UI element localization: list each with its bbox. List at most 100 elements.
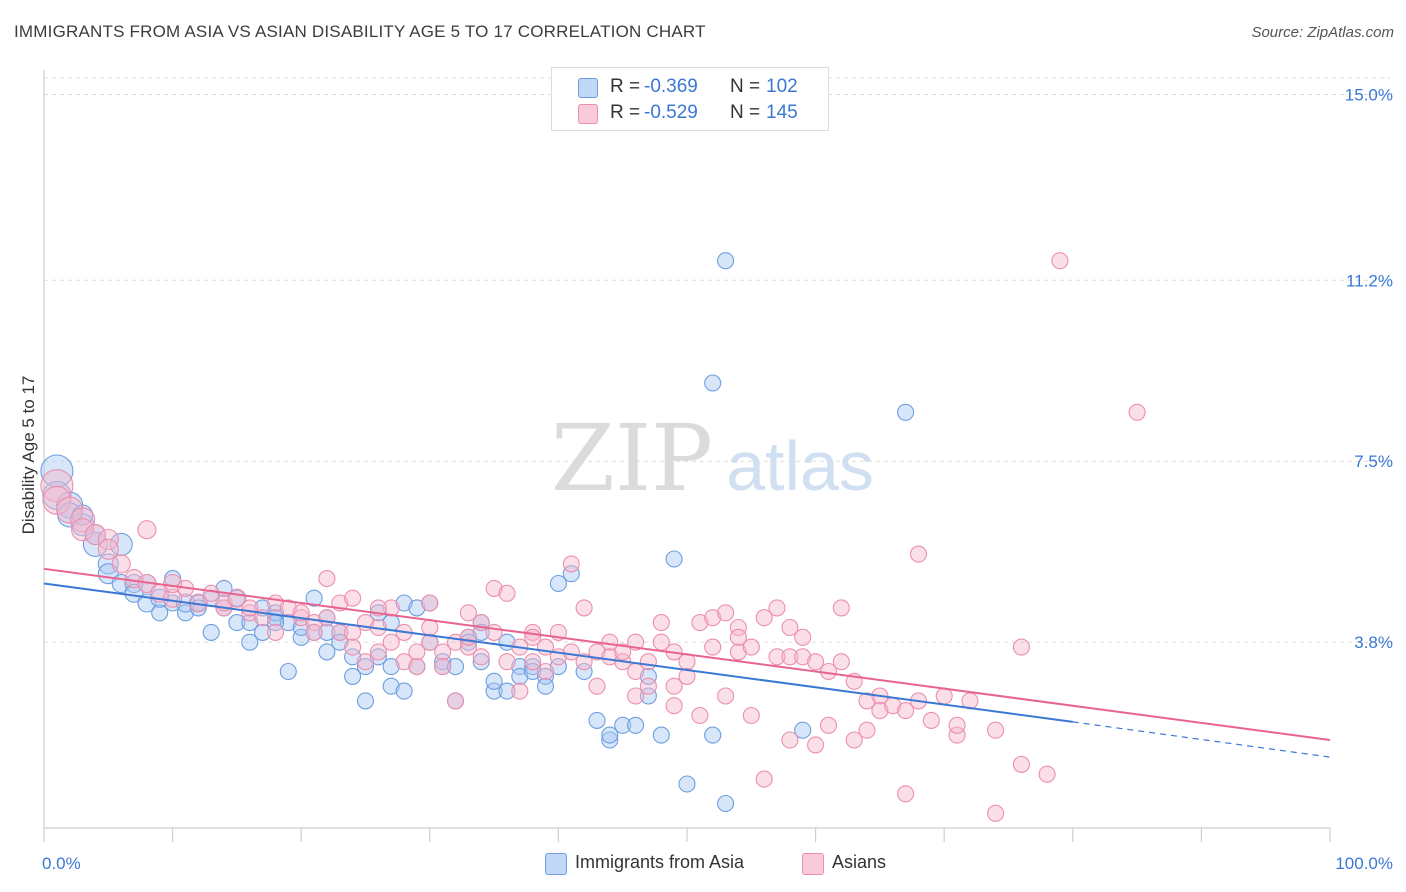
watermark-zip: ZIP	[551, 405, 713, 512]
point-asians-131	[1012, 755, 1030, 773]
point-immigrants-79	[549, 658, 567, 676]
point-asians-53	[459, 638, 477, 656]
point-asians-3	[70, 507, 96, 533]
point-asians-130	[1012, 638, 1030, 656]
point-asians-103	[781, 731, 799, 749]
legend-r-label: R =	[610, 76, 641, 97]
point-asians-60	[498, 584, 516, 602]
point-asians-54	[459, 628, 477, 646]
bottom-legend-label: Asians	[832, 852, 887, 872]
point-immigrants-62	[446, 658, 465, 676]
point-asians-135	[344, 589, 362, 607]
point-asians-7	[97, 538, 119, 560]
point-asians-121	[909, 545, 928, 563]
trend-lines	[43, 567, 1331, 758]
point-immigrants-16	[151, 604, 169, 622]
watermark-atlas: atlas	[726, 427, 874, 505]
point-immigrants-60	[434, 653, 452, 671]
point-asians-36	[344, 638, 362, 656]
point-asians-120	[897, 785, 915, 803]
point-immigrants-80	[562, 565, 580, 583]
point-asians-111	[832, 599, 850, 617]
point-asians-132	[1038, 765, 1056, 783]
point-immigrants-67	[472, 653, 490, 671]
point-asians-50	[434, 658, 452, 676]
point-asians-63	[524, 653, 542, 671]
point-immigrants-85	[614, 716, 632, 734]
point-immigrants-69	[485, 672, 503, 690]
point-asians-57	[485, 623, 503, 641]
point-asians-70	[562, 555, 580, 573]
point-immigrants-77	[536, 677, 555, 695]
axes	[43, 70, 1331, 842]
point-asians-4	[71, 518, 95, 542]
point-asians-89	[691, 614, 709, 632]
point-asians-59	[498, 653, 516, 671]
point-immigrants-81	[575, 662, 593, 681]
point-immigrants-25	[202, 623, 220, 641]
point-asians-144	[665, 677, 683, 695]
point-asians-11	[137, 520, 157, 540]
point-asians-93	[717, 687, 735, 705]
point-immigrants-78	[549, 574, 567, 593]
point-asians-96	[742, 638, 760, 656]
point-immigrants-39	[292, 618, 310, 637]
point-asians-73	[588, 677, 606, 695]
point-asians-87	[678, 667, 696, 685]
point-asians-133	[1051, 252, 1069, 270]
point-asians-106	[807, 653, 825, 671]
point-immigrants-49	[356, 658, 375, 676]
point-immigrants-99	[382, 658, 400, 676]
point-immigrants-45	[331, 633, 349, 651]
legend-n-value: 145	[766, 102, 798, 123]
point-immigrants-41	[305, 589, 323, 607]
point-asians-104	[794, 648, 812, 666]
point-immigrants-90	[665, 550, 683, 568]
point-immigrants-20	[176, 604, 195, 622]
point-immigrants-74	[524, 658, 542, 676]
point-immigrants-56	[408, 599, 426, 617]
point-immigrants-86	[627, 716, 645, 734]
point-asians-134	[1128, 403, 1146, 421]
legend-n-label: N =	[730, 102, 761, 123]
point-immigrants-30	[241, 614, 259, 632]
point-asians-102	[781, 648, 799, 666]
point-asians-55	[472, 648, 490, 666]
series-immigrants-from-asia	[40, 252, 915, 813]
y-tick-label-0: 3.8%	[1354, 633, 1393, 652]
point-immigrants-95	[704, 374, 722, 392]
legend-swatch-pink	[578, 104, 598, 124]
y-tick-label-3: 15.0%	[1345, 85, 1393, 104]
point-asians-99	[755, 770, 773, 788]
point-asians-124	[935, 687, 953, 705]
correlation-legend: R = -0.369 N = 102 R = -0.529 N = 145	[551, 67, 829, 131]
point-immigrants-0	[40, 454, 74, 488]
point-asians-90	[704, 609, 722, 627]
point-immigrants-54	[395, 594, 413, 612]
point-asians-40	[369, 643, 387, 661]
point-immigrants-37	[279, 662, 297, 681]
point-immigrants-72	[511, 658, 529, 676]
point-immigrants-73	[511, 667, 529, 685]
point-immigrants-97	[897, 403, 915, 421]
point-immigrants-38	[292, 628, 310, 646]
legend-r-label: R =	[610, 102, 641, 123]
point-asians-25	[266, 623, 285, 641]
y-tick-label-2: 11.2%	[1346, 271, 1393, 290]
watermark: ZIP atlas	[551, 405, 874, 512]
point-asians-83	[652, 614, 670, 632]
point-asians-126	[948, 716, 966, 734]
point-asians-13	[163, 588, 183, 608]
series-asians	[40, 252, 1146, 822]
point-asians-72	[588, 643, 606, 661]
point-asians-94	[729, 618, 747, 637]
point-asians-119	[897, 702, 915, 720]
point-immigrants-84	[601, 726, 619, 744]
legend-r-value: -0.529	[644, 102, 698, 123]
point-immigrants-31	[241, 633, 259, 651]
point-immigrants-76	[536, 667, 555, 685]
point-asians-110	[832, 653, 850, 671]
point-asians-140	[627, 662, 645, 681]
point-asians-32	[318, 570, 336, 588]
